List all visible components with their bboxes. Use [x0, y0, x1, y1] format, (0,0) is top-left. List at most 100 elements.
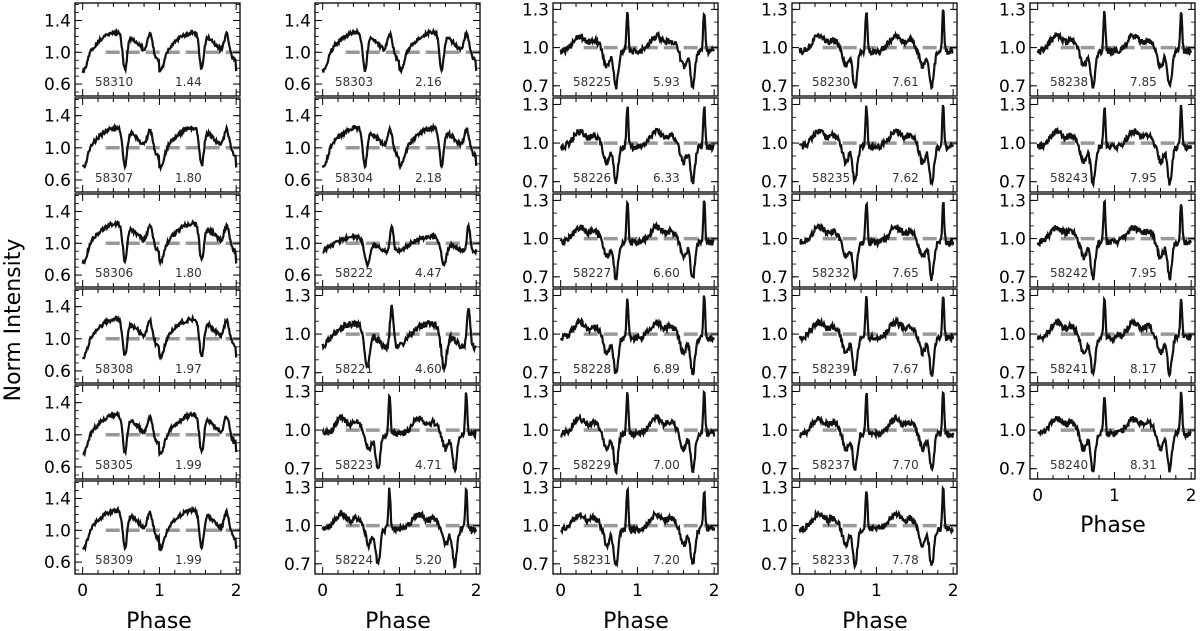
- y-tick-label: 0.7: [761, 364, 788, 384]
- y-tick-label: 0.7: [284, 555, 311, 575]
- y-tick-label: 1.0: [761, 325, 788, 345]
- panel-value-label: 1.99: [175, 458, 202, 472]
- panel-value-label: 7.95: [1130, 171, 1157, 185]
- panel-mjd-label: 58240: [1050, 458, 1088, 472]
- panel-mjd-label: 58241: [1050, 362, 1088, 376]
- y-tick-label: 1.0: [522, 421, 549, 441]
- y-tick-label: 1.3: [999, 382, 1026, 402]
- panel-frame: [314, 384, 481, 480]
- x-tick-label: 2: [948, 581, 959, 601]
- y-tick-label: 0.6: [44, 362, 71, 382]
- y-tick-label: 1.3: [522, 286, 549, 306]
- panel-frame: [552, 2, 719, 97]
- panel-value-label: 1.99: [175, 553, 202, 567]
- panel-value-label: 4.71: [415, 458, 442, 472]
- panel-mjd-label: 58307: [95, 171, 133, 185]
- y-tick-label: 1.0: [44, 234, 71, 254]
- panel-58223: 0.7 1.0 1.3 58223 4.71: [284, 382, 481, 480]
- x-tick-label: 0: [77, 581, 88, 601]
- y-tick-label: 1.3: [522, 382, 549, 402]
- panel-value-label: 1.44: [175, 75, 202, 89]
- y-tick-label: 1.0: [284, 43, 311, 63]
- y-tick-label: 0.7: [522, 77, 549, 97]
- y-tick-label: 1.3: [761, 95, 788, 115]
- y-tick-label: 0.6: [44, 75, 71, 95]
- y-tick-label: 1.0: [761, 230, 788, 250]
- profile-line: [82, 410, 238, 458]
- panel-mjd-label: 58310: [95, 75, 133, 89]
- profile-line: [81, 505, 238, 553]
- profile-line: [1036, 198, 1193, 281]
- profile-line: [321, 486, 478, 569]
- panel-mjd-label: 58304: [335, 171, 373, 185]
- panel-value-label: 7.62: [892, 171, 919, 185]
- panel-value-label: 4.47: [415, 266, 442, 280]
- panel-value-label: 7.67: [892, 362, 919, 376]
- panel-58238: 0.7 1.0 1.3 58238 7.85: [999, 0, 1196, 97]
- panel-mjd-label: 58237: [812, 458, 850, 472]
- y-tick-label: 1.0: [761, 517, 788, 537]
- y-tick-label: 1.3: [522, 478, 549, 498]
- y-tick-label: 1.3: [761, 191, 788, 211]
- panel-value-label: 4.60: [415, 362, 442, 376]
- panel-frame: [314, 2, 481, 97]
- profile-line: [1037, 391, 1192, 473]
- panel-mjd-label: 58238: [1050, 75, 1088, 89]
- profile-line: [798, 484, 955, 571]
- panel-mjd-label: 58227: [573, 266, 611, 280]
- panel-58232: 0.7 1.0 1.3 58232 7.65: [761, 191, 958, 288]
- x-tick-label: 0: [794, 581, 805, 601]
- panel-frame: [314, 97, 481, 193]
- panel-frame: [74, 288, 241, 384]
- profile-line: [798, 390, 955, 473]
- panel-58239: 0.7 1.0 1.3 58239 7.67: [761, 286, 958, 384]
- panel-mjd-label: 58305: [95, 458, 133, 472]
- panel-mjd-label: 58242: [1050, 266, 1088, 280]
- profile-line: [1036, 295, 1193, 379]
- profile-line: [321, 26, 478, 76]
- profile-line: [321, 304, 477, 374]
- profile-line: [798, 9, 954, 91]
- y-tick-label: 1.0: [522, 325, 549, 345]
- profile-line: [321, 122, 478, 171]
- panel-frame: [552, 480, 719, 575]
- panel-frame: [1029, 97, 1196, 193]
- y-tick-label: 1.3: [999, 0, 1026, 20]
- profile-line: [559, 485, 716, 568]
- y-tick-label: 1.4: [284, 11, 311, 31]
- y-tick-label: 1.0: [761, 421, 788, 441]
- y-tick-label: 1.0: [522, 134, 549, 154]
- panel-value-label: 7.70: [892, 458, 919, 472]
- panel-frame: [74, 480, 241, 575]
- panel-value-label: 1.80: [175, 266, 202, 280]
- x-tick-label: 0: [317, 581, 328, 601]
- y-tick-label: 1.3: [522, 191, 549, 211]
- panel-value-label: 1.80: [175, 171, 202, 185]
- y-tick-label: 1.3: [761, 286, 788, 306]
- x-axis-title-col4: Phase: [842, 609, 908, 631]
- y-tick-label: 0.6: [44, 458, 71, 478]
- panel-frame: [314, 480, 481, 575]
- y-tick-label: 1.0: [284, 517, 311, 537]
- panel-mjd-label: 58235: [812, 171, 850, 185]
- y-tick-label: 1.0: [284, 325, 311, 345]
- y-tick-label: 1.4: [44, 489, 71, 509]
- panel-frame: [1029, 288, 1196, 384]
- y-tick-label: 1.4: [44, 298, 71, 318]
- panel-value-label: 2.16: [415, 75, 442, 89]
- panel-58233: 0.7 1.0 1.3 58233 7.78 0 1 2: [761, 478, 959, 601]
- profile-line: [81, 122, 238, 173]
- panel-frame: [1029, 384, 1196, 480]
- panel-58225: 0.7 1.0 1.3 58225 5.93: [522, 0, 719, 97]
- panel-frame: [74, 97, 241, 193]
- x-tick-label: 1: [154, 581, 165, 601]
- x-tick-label: 0: [555, 581, 566, 601]
- y-tick-label: 1.3: [999, 286, 1026, 306]
- y-tick-label: 1.3: [284, 478, 311, 498]
- panel-value-label: 7.65: [892, 266, 919, 280]
- panel-mjd-label: 58306: [95, 266, 133, 280]
- panel-value-label: 7.85: [1130, 75, 1157, 89]
- panel-value-label: 6.33: [653, 171, 680, 185]
- panel-value-label: 7.61: [892, 75, 919, 89]
- panel-value-label: 7.20: [653, 553, 680, 567]
